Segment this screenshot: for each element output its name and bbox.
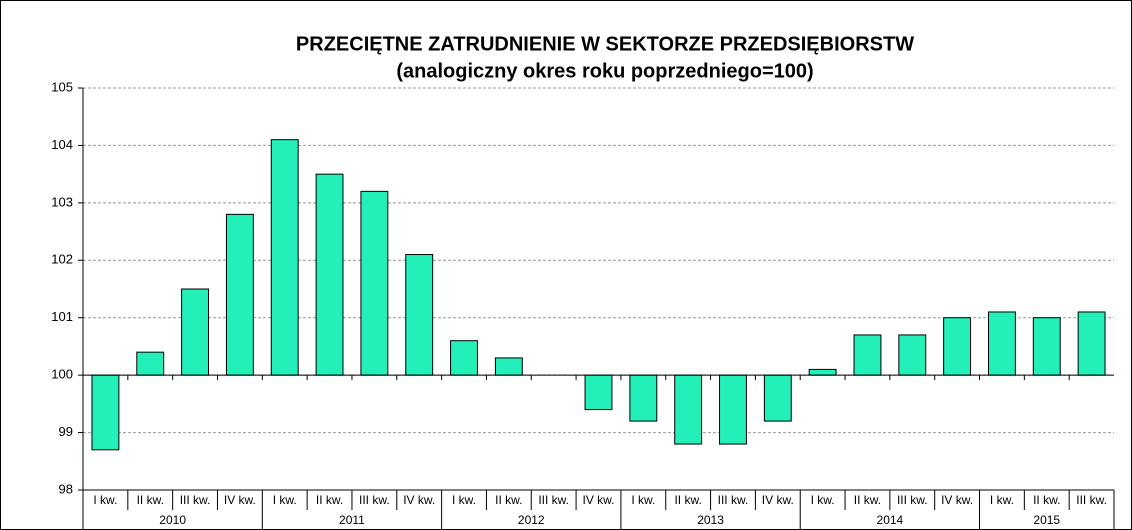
x-tick-label: III kw. xyxy=(1076,493,1107,507)
bar xyxy=(315,173,344,376)
bar xyxy=(719,374,747,445)
x-tick-label: I kw. xyxy=(273,493,297,507)
x-tick-label: I kw. xyxy=(452,493,476,507)
x-tick-label: I kw. xyxy=(631,493,655,507)
y-tick-label: 102 xyxy=(51,252,73,267)
x-tick-label: IV kw. xyxy=(582,493,614,507)
x-tick-label: III kw. xyxy=(718,493,749,507)
x-tick-label: IV kw. xyxy=(224,493,256,507)
bar xyxy=(853,334,882,376)
bar xyxy=(225,213,254,376)
y-tick-label: 101 xyxy=(51,309,73,324)
bar xyxy=(136,351,165,376)
x-tick-label: II kw. xyxy=(495,493,522,507)
y-tick-label: 98 xyxy=(59,481,73,496)
x-tick-label: III kw. xyxy=(897,493,928,507)
x-tick-label: I kw. xyxy=(811,493,835,507)
bar xyxy=(270,139,299,376)
y-tick-label: 99 xyxy=(59,424,73,439)
y-tick-label: 100 xyxy=(51,367,73,382)
y-tick-label: 103 xyxy=(51,194,73,209)
bar xyxy=(674,374,703,445)
bar xyxy=(1077,311,1106,376)
bar xyxy=(898,334,927,376)
chart-title: PRZECIĘTNE ZATRUDNIENIE W SEKTORZE PRZED… xyxy=(296,33,914,55)
group-label: 2011 xyxy=(339,513,365,527)
x-tick-label: I kw. xyxy=(93,493,117,507)
x-tick-label: II kw. xyxy=(854,493,881,507)
x-tick-label: III kw. xyxy=(538,493,569,507)
bar xyxy=(450,340,478,376)
bar xyxy=(91,374,120,451)
x-tick-label: II kw. xyxy=(137,493,164,507)
bar xyxy=(943,317,972,376)
group-label: 2010 xyxy=(159,513,186,527)
bar xyxy=(584,374,613,411)
bar xyxy=(987,311,1016,376)
group-label: 2015 xyxy=(1033,513,1060,527)
y-tick-label: 105 xyxy=(51,79,73,94)
bar xyxy=(494,357,523,376)
chart-subtitle: (analogiczny okres roku poprzedniego=100… xyxy=(396,60,813,82)
group-label: 2013 xyxy=(697,513,724,527)
bar xyxy=(405,254,434,376)
bar xyxy=(808,368,837,376)
x-tick-label: II kw. xyxy=(674,493,701,507)
y-tick-label: 104 xyxy=(51,137,73,152)
bar xyxy=(1032,317,1061,376)
x-tick-label: II kw. xyxy=(316,493,343,507)
group-label: 2014 xyxy=(877,513,904,527)
bar xyxy=(181,288,210,376)
x-tick-label: II kw. xyxy=(1033,493,1060,507)
x-tick-label: III kw. xyxy=(180,493,211,507)
bar xyxy=(763,374,792,422)
x-tick-label: III kw. xyxy=(359,493,390,507)
group-label: 2012 xyxy=(518,513,545,527)
x-tick-label: I kw. xyxy=(990,493,1014,507)
x-tick-label: IV kw. xyxy=(403,493,435,507)
x-tick-label: IV kw. xyxy=(941,493,973,507)
x-tick-label: IV kw. xyxy=(762,493,794,507)
bar xyxy=(360,190,389,376)
bar xyxy=(629,374,658,422)
